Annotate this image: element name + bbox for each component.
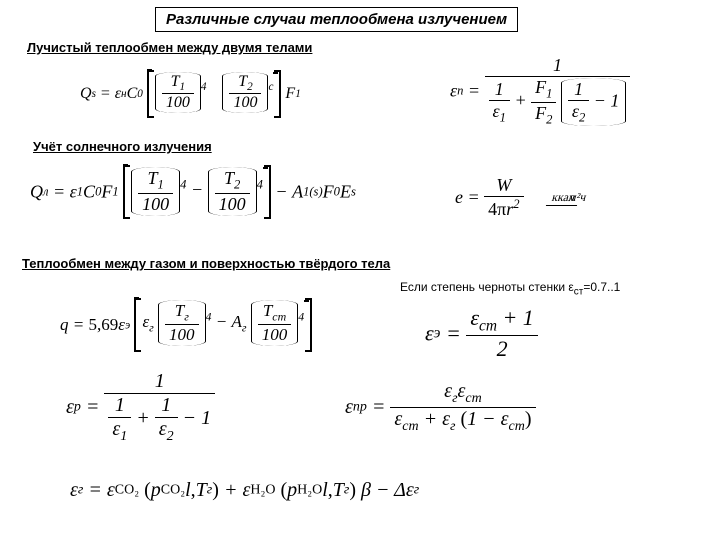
caption-suffix: =0.7..1	[583, 280, 620, 294]
subheading-2: Учёт солнечного излучения	[33, 139, 212, 154]
caption-wall-emissivity: Если степень черноты стенки εст=0.7..1	[400, 280, 620, 297]
formula-Q-s: Qs = εнC0 T11004 T2100c F1	[80, 70, 301, 118]
caption-sub: ст	[574, 286, 584, 297]
subheading-1: Лучистый теплообмен между двумя телами	[27, 40, 312, 55]
page-title: Различные случаи теплообмена излучением	[155, 7, 518, 32]
formula-e-W: e = W 4πr2 ккал м²ч	[455, 175, 593, 220]
formula-eps-np: εnp = εгεст εст + εг (1 − εст)	[345, 380, 536, 435]
formula-eps-g-sum: εг = εCO₂ (pCO₂l,Tг) + εH₂O (pH₂Ol,Tг) β…	[70, 478, 419, 502]
caption-prefix: Если степень черноты стенки ε	[400, 280, 574, 294]
formula-eps-p: εp = 1 1ε1 + 1ε2 − 1	[66, 370, 215, 445]
formula-eps-e: εэ = εст + 1 2	[425, 305, 538, 362]
subheading-3: Теплообмен между газом и поверхностью тв…	[22, 256, 390, 271]
formula-Q-l: Qл = ε1C0F1 T11004 − T21004 − A1(s)F0Es	[30, 165, 356, 219]
formula-q-gas: q = 5,69εэ εг Tг1004 − Aг Tст1004	[60, 298, 312, 352]
formula-eps-n: εn = 1 1ε1 + F1F2 1ε2 − 1	[450, 55, 630, 127]
